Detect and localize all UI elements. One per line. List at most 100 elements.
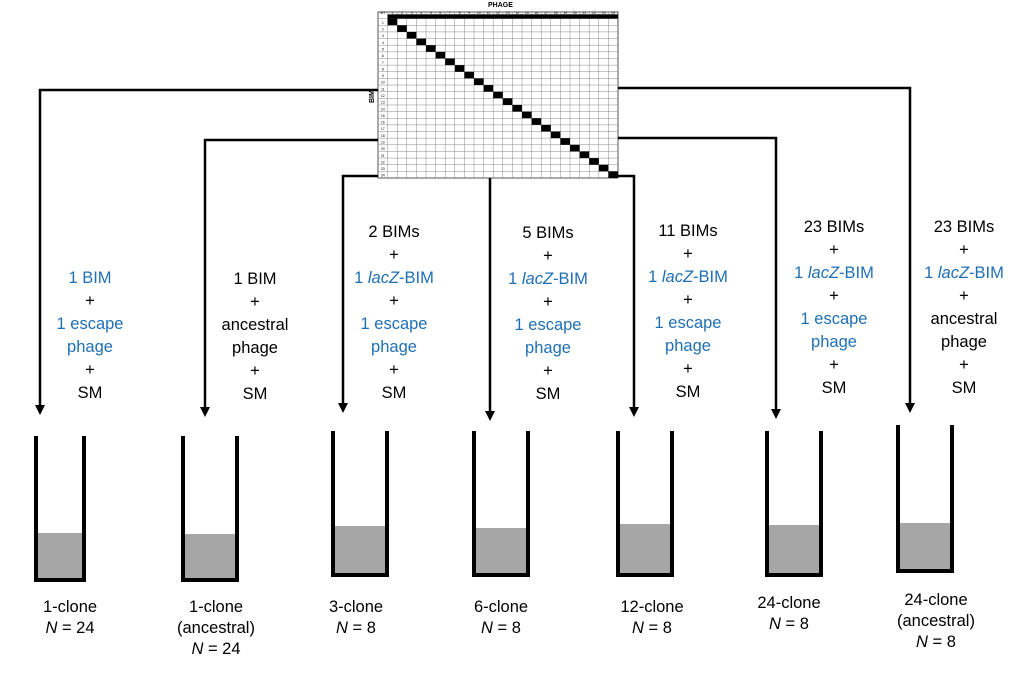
matrix-column-number: 9 [468, 11, 470, 15]
condition-line: + [250, 293, 260, 311]
condition-line: 1 lacZ-BIM [508, 270, 588, 288]
condition-line: 23 BIMs [803, 218, 865, 236]
condition-line: 1 escape [800, 310, 868, 328]
condition-line: SM [951, 379, 977, 397]
n-value: = 8 [780, 615, 809, 633]
condition-line: 1 escape [654, 314, 722, 332]
infection-matrix: 1122334455667788991010111112121313141415… [377, 11, 619, 179]
n-value: = 8 [492, 619, 521, 637]
column-conditions: 1 BIM +1 escape phage + SM [25, 267, 155, 405]
tube [896, 425, 954, 573]
matrix-row-number: 18 [381, 134, 385, 138]
matrix-row-number: 5 [382, 48, 384, 52]
condition-line: 1 escape [360, 315, 428, 333]
tube-liquid [769, 525, 819, 575]
matrix-column-number: 18 [554, 11, 558, 15]
matrix-column-number: 4 [420, 11, 422, 15]
matrix-diagonal-cell [589, 158, 599, 165]
gene-name: lacZ [521, 270, 554, 288]
column-conditions: 23 BIMs +1 lacZ-BIM +1 escape phage + SM [769, 216, 899, 400]
arrows [35, 86, 915, 421]
condition-line: 1 BIM [68, 269, 112, 287]
tube-liquid [335, 526, 385, 575]
condition-line: + [85, 292, 95, 310]
column-conditions: 23 BIMs +1 lacZ-BIM + ancestral phage + SM [899, 216, 1029, 400]
matrix-column-number: 17 [544, 11, 548, 15]
tube-outline [616, 431, 674, 577]
matrix-row-number: 22 [381, 160, 385, 164]
condition-line: 2 BIMs [368, 223, 420, 241]
condition-line: phage [941, 333, 987, 351]
matrix-row-number: 7 [382, 61, 384, 65]
matrix-row-number: 6 [382, 54, 384, 58]
matrix-row-number: 9 [382, 74, 384, 78]
tube-liquid [476, 528, 526, 575]
matrix-column-number: 16 [534, 11, 538, 15]
condition-line: + [250, 362, 260, 380]
matrix-diagonal-cell [387, 18, 398, 26]
tube [34, 436, 86, 582]
arrow [338, 174, 378, 413]
matrix-column-number: 5 [430, 11, 432, 15]
matrix-row-number: 10 [381, 81, 385, 85]
clone-sublabel: (ancestral) [177, 619, 255, 637]
matrix-row-number: 24 [381, 174, 385, 178]
tube-outline [472, 431, 530, 577]
condition-line: phage [811, 333, 857, 351]
condition-line: SM [675, 383, 701, 401]
tube-liquid [38, 533, 82, 580]
matrix-diagonal-cell [464, 71, 474, 79]
clone-sublabel: (ancestral) [897, 612, 975, 630]
matrix-column-number: 7 [449, 11, 451, 15]
condition-line: + [683, 245, 693, 263]
matrix-column-number: 20 [573, 11, 577, 15]
clone-count-label: 12-clone [620, 598, 684, 616]
replicate-count: N = 8 [431, 618, 571, 639]
condition-line: + [829, 287, 839, 305]
condition-line: 1 lacZ-BIM [648, 268, 728, 286]
arrow [618, 136, 781, 419]
matrix-corner-label: WT [380, 11, 386, 15]
matrix-column-number: 14 [515, 11, 519, 15]
clone-count-label: 1-clone [188, 598, 244, 616]
tube [472, 431, 530, 577]
n-value: = 8 [643, 619, 672, 637]
n-symbol: N [336, 619, 348, 637]
condition-line: 1 lacZ-BIM [354, 269, 434, 287]
condition-line: 1 lacZ-BIM [924, 264, 1004, 282]
matrix-diagonal-cell [541, 124, 551, 132]
clone-count-label: 24-clone [757, 594, 821, 612]
n-symbol: N [769, 615, 781, 633]
matrix-column-number: 11 [487, 11, 491, 15]
matrix-row-number: 20 [381, 147, 385, 151]
tube [331, 431, 389, 577]
matrix-row-number: 2 [382, 28, 384, 32]
matrix-diagonal-cell [522, 111, 532, 119]
tube-outline [181, 436, 239, 582]
condition-line: SM [381, 384, 407, 402]
column-conditions: 2 BIMs +1 lacZ-BIM +1 escape phage + SM [329, 221, 459, 405]
matrix-diagonal-cell [579, 151, 590, 159]
matrix-header-bar [387, 14, 618, 19]
matrix-column-number: 24 [611, 11, 615, 15]
matrix-column-number: 2 [401, 11, 403, 15]
matrix-column-number: 13 [506, 11, 510, 15]
tube-liquid [900, 523, 950, 571]
matrix-column-number: 15 [525, 11, 529, 15]
condition-line: + [683, 291, 693, 309]
tube-liquid [185, 534, 235, 580]
matrix-row-number: 12 [381, 94, 385, 98]
tube-liquid [620, 524, 670, 575]
condition-line: + [543, 293, 553, 311]
matrix-diagonal-cell [445, 58, 455, 66]
matrix-row-number: 8 [382, 67, 384, 71]
matrix-column-number: 3 [411, 11, 413, 15]
condition-line: SM [535, 385, 561, 403]
condition-line: SM [242, 385, 268, 403]
column-label: 24-clone (ancestral) N = 8 [866, 590, 1006, 653]
column-conditions: 5 BIMs +1 lacZ-BIM +1 escape phage + SM [483, 222, 613, 406]
condition-line: + [829, 241, 839, 259]
clone-count-label: 1-clone [42, 598, 98, 616]
replicate-count: N = 24 [146, 639, 286, 660]
matrix-diagonal-cell [502, 98, 513, 105]
